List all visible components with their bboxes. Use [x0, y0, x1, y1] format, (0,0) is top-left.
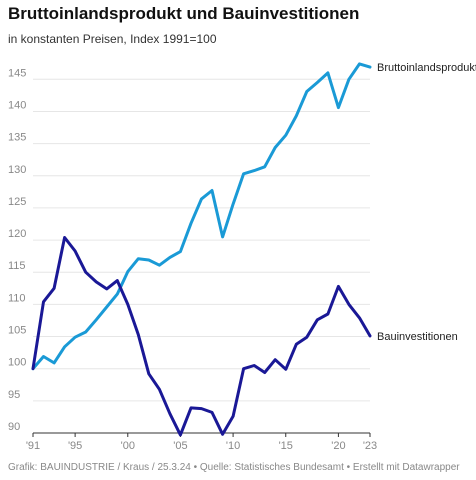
y-tick-label: 105 — [8, 325, 26, 337]
y-tick-label: 140 — [8, 99, 26, 111]
y-tick-label: 100 — [8, 357, 26, 369]
x-axis-ticks: '91 '95 '00 '05 '10 '15 '20 '23 — [26, 433, 377, 452]
y-tick-label: 120 — [8, 228, 26, 240]
series-layer — [31, 62, 372, 437]
chart-footer: Grafik: BAUINDUSTRIE / Kraus / 25.3.24 •… — [8, 462, 460, 473]
y-tick-label: 130 — [8, 164, 26, 176]
y-tick-label: 110 — [8, 292, 26, 304]
y-tick-label: 115 — [8, 260, 26, 272]
x-tick-label: '05 — [173, 440, 187, 452]
y-tick-label: 135 — [8, 132, 26, 144]
x-tick-label: '15 — [279, 440, 293, 452]
y-tick-label: 145 — [8, 67, 26, 79]
x-tick-label: '91 — [26, 440, 40, 452]
y-tick-label: 90 — [8, 421, 20, 433]
series-line-bruttoinlandsprodukt — [31, 62, 372, 371]
y-tick-label: 125 — [8, 196, 26, 208]
grid-layer — [33, 78, 370, 434]
series-label-bauinvestitionen: Bauinvestitionen — [377, 331, 458, 343]
x-tick-label: '95 — [68, 440, 82, 452]
x-tick-label: '00 — [121, 440, 135, 452]
x-tick-label: '20 — [331, 440, 345, 452]
x-tick-label: '10 — [226, 440, 240, 452]
series-labels: Bruttoinlandsprodukt Bauinvestitionen — [377, 62, 476, 343]
series-label-bruttoinlandsprodukt: Bruttoinlandsprodukt — [377, 62, 476, 74]
chart-subtitle: in konstanten Preisen, Index 1991=100 — [8, 32, 217, 46]
chart-title: Bruttoinlandsprodukt und Bauinvestitione… — [8, 4, 360, 23]
x-tick-label: '23 — [363, 440, 377, 452]
y-axis-ticks: 90 95 100 105 110 115 120 125 130 135 140 145 — [8, 67, 26, 433]
y-tick-label: 95 — [8, 389, 20, 401]
series-line-bauinvestitionen — [31, 236, 372, 437]
